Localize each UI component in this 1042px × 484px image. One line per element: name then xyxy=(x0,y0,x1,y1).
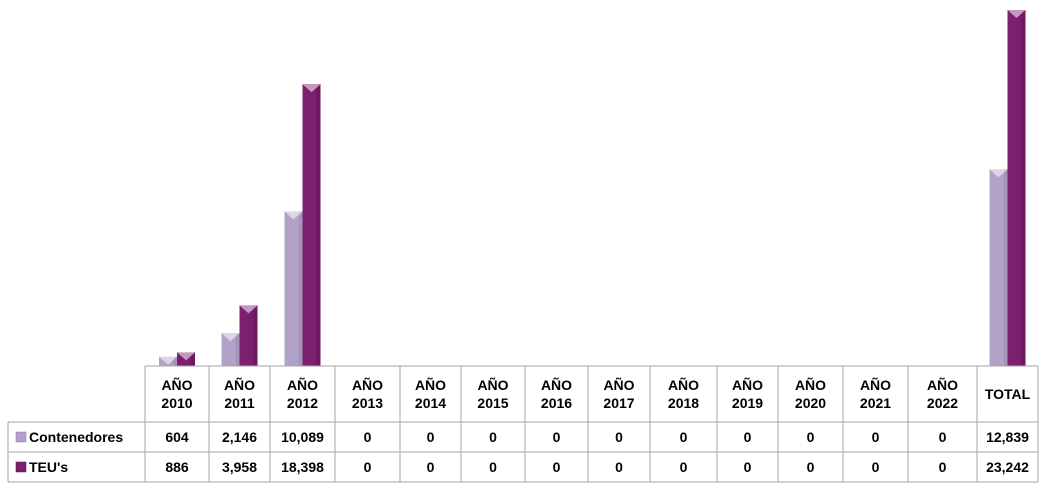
data-label: 0 xyxy=(427,459,435,475)
data-label: 0 xyxy=(807,459,815,475)
data-label: 12,839 xyxy=(986,429,1029,445)
bar-contenedores-1 xyxy=(221,333,240,366)
tick-label: 2019 xyxy=(732,395,763,411)
data-label: 0 xyxy=(364,429,372,445)
tick-label: TOTAL xyxy=(985,386,1031,402)
tick-label: AÑO xyxy=(795,376,826,393)
tick-label: AÑO xyxy=(287,376,318,393)
tick-label: AÑO xyxy=(161,376,192,393)
data-label: 0 xyxy=(939,429,947,445)
tick-label: 2011 xyxy=(224,395,255,411)
bars-layer xyxy=(159,10,1026,367)
tick-label: AÑO xyxy=(224,376,255,393)
bar-teus-1 xyxy=(239,305,258,366)
tick-label: AÑO xyxy=(668,376,699,393)
tick-label: 2013 xyxy=(352,395,383,411)
data-label: 0 xyxy=(807,429,815,445)
tick-label: 2016 xyxy=(541,395,572,411)
data-label: 0 xyxy=(364,459,372,475)
tick-label: 2015 xyxy=(477,395,508,411)
data-label: 0 xyxy=(489,429,497,445)
data-label: 10,089 xyxy=(281,429,324,445)
data-label: 0 xyxy=(744,429,752,445)
data-label: 0 xyxy=(553,429,561,445)
tick-label: AÑO xyxy=(603,376,634,393)
data-label: 0 xyxy=(872,459,880,475)
legend-key-contenedores xyxy=(15,431,27,443)
data-label: 886 xyxy=(165,459,189,475)
series-name: TEU's xyxy=(29,459,68,475)
data-label: 18,398 xyxy=(281,459,324,475)
legend-key-teus xyxy=(15,461,27,473)
data-label: 0 xyxy=(615,459,623,475)
tick-label: AÑO xyxy=(732,376,763,393)
tick-label: 2014 xyxy=(415,395,446,411)
data-label: 604 xyxy=(165,429,189,445)
tick-label: AÑO xyxy=(477,376,508,393)
tick-label: AÑO xyxy=(541,376,572,393)
data-label: 23,242 xyxy=(986,459,1029,475)
data-label: 0 xyxy=(744,459,752,475)
tick-label: 2022 xyxy=(927,395,958,411)
data-label: 0 xyxy=(615,429,623,445)
tick-label: 2018 xyxy=(668,395,699,411)
bar-contenedores-0 xyxy=(159,356,177,366)
data-table: AÑO 2010 AÑO 2011 AÑO 2012 AÑO 2013 AÑO 2014 AÑO 20… xyxy=(7,365,1039,483)
tick-label: AÑO xyxy=(352,376,383,393)
data-label: 2,146 xyxy=(222,429,257,445)
data-label: 0 xyxy=(553,459,561,475)
bar-contenedores-2 xyxy=(284,211,303,366)
data-label: 0 xyxy=(680,429,688,445)
data-label: 0 xyxy=(680,459,688,475)
bar-teus-2 xyxy=(302,84,321,367)
data-label: 0 xyxy=(427,429,435,445)
bar-contenedores-13 xyxy=(989,169,1008,366)
bar-teus-0 xyxy=(177,352,195,366)
data-label: 0 xyxy=(489,459,497,475)
tick-label: 2012 xyxy=(287,395,318,411)
tick-label: AÑO xyxy=(860,376,891,393)
series-name: Contenedores xyxy=(29,429,123,445)
tick-label: AÑO xyxy=(927,376,958,393)
tick-label: AÑO xyxy=(415,376,446,393)
tick-label: 2010 xyxy=(161,395,192,411)
bar-teus-13 xyxy=(1007,10,1026,366)
tick-label: 2021 xyxy=(860,395,891,411)
data-label: 3,958 xyxy=(222,459,257,475)
tick-label: 2017 xyxy=(603,395,634,411)
data-label: 0 xyxy=(939,459,947,475)
data-label: 0 xyxy=(872,429,880,445)
tick-label: 2020 xyxy=(795,395,826,411)
